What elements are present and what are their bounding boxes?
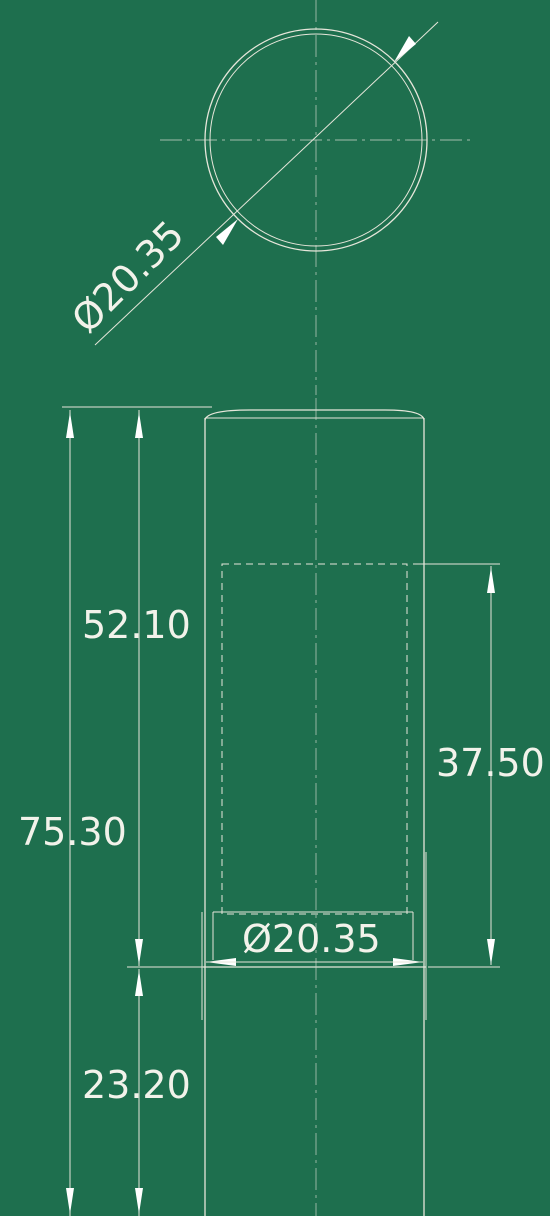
upper-length-label: 52.10 [82,603,191,647]
circle-diameter-dimension-line [94,21,439,346]
top-view: Ø20.35 [63,0,470,395]
upper-length-arrow-bottom [135,939,143,965]
bore-depth-label: 37.50 [436,741,545,785]
lower-length-arrow-top [135,970,143,996]
overall-length-arrow-bottom [66,1188,74,1214]
front-view [201,398,427,1216]
upper-length-dimension: 52.10 [82,410,191,966]
bore-depth-arrow-top [487,567,495,593]
overall-length-dimension: 75.30 [18,406,212,1216]
lower-length-arrow-bottom [135,1188,143,1214]
hidden-bore [221,563,408,915]
section-diameter-dimension: Ø20.35 [206,917,423,966]
lower-length-label: 23.20 [82,1063,191,1107]
bore-depth-arrow-bottom [487,939,495,965]
upper-length-arrow-top [135,412,143,438]
circle-outer-edge [204,28,428,252]
circle-inner-edge [209,33,423,247]
circle-diameter-label: Ø20.35 [63,212,192,341]
overall-length-label: 75.30 [18,810,127,854]
bore-depth-dimension: 37.50 [413,563,545,968]
lower-length-dimension: 23.20 [82,966,203,1216]
cylinder-top-cap [204,409,425,421]
circle-diameter-arrow-upper [394,36,416,62]
circle-diameter-arrow-lower [216,219,238,245]
section-diameter-label: Ø20.35 [242,917,381,961]
overall-length-arrow-top [66,412,74,438]
